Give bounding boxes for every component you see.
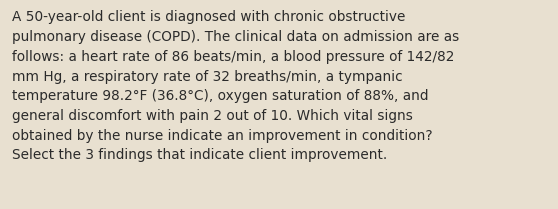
Text: A 50-year-old client is diagnosed with chronic obstructive
pulmonary disease (CO: A 50-year-old client is diagnosed with c… — [12, 10, 460, 162]
